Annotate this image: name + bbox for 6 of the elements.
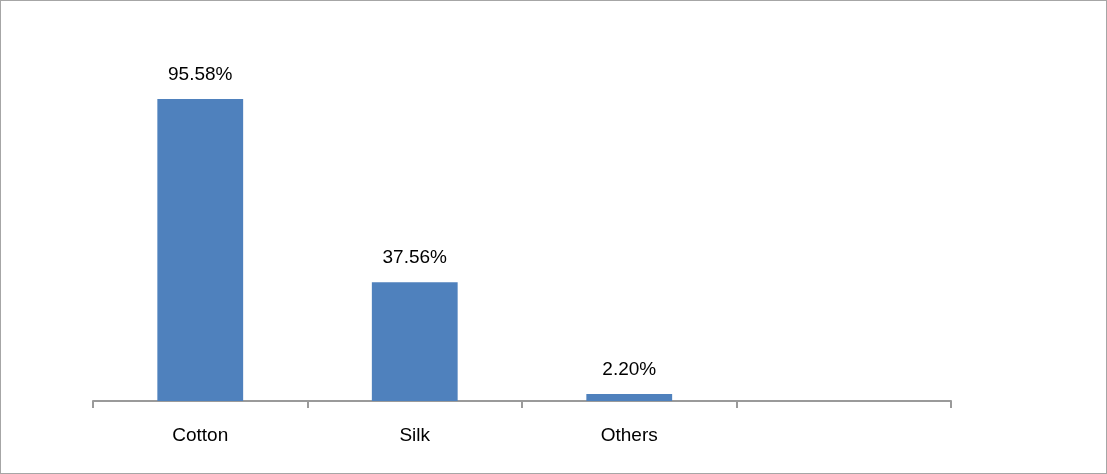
- data-label: 37.56%: [382, 246, 448, 268]
- x-tick-label: Others: [600, 424, 658, 445]
- x-tick-label: Silk: [399, 424, 431, 445]
- data-label: 95.58%: [168, 62, 233, 84]
- data-label: 2.20%: [602, 358, 657, 380]
- x-tick-label: Cotton: [172, 424, 229, 445]
